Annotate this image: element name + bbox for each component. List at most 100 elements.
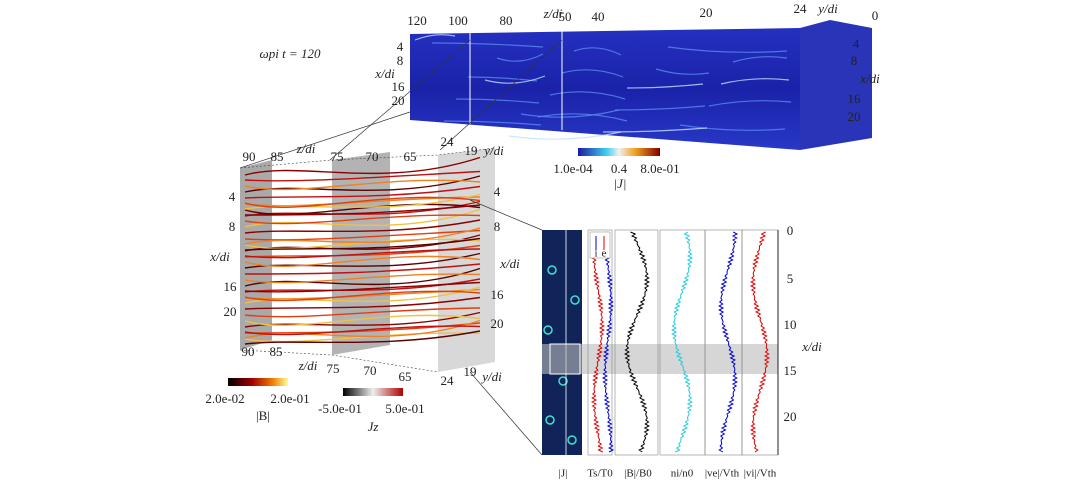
field-line bbox=[244, 332, 481, 343]
field-line bbox=[244, 290, 481, 302]
label: 4 bbox=[229, 189, 236, 204]
spot bbox=[545, 415, 555, 425]
field-line bbox=[244, 296, 481, 310]
streak bbox=[549, 91, 626, 100]
label: 8 bbox=[229, 219, 236, 234]
frame bbox=[659, 229, 706, 456]
frame bbox=[587, 229, 613, 456]
label: y/di bbox=[816, 1, 838, 16]
label: 8 bbox=[851, 53, 858, 68]
label: 5.0e-01 bbox=[385, 401, 424, 416]
label: |B| bbox=[256, 408, 270, 423]
label: e bbox=[602, 248, 607, 260]
label: 80 bbox=[500, 13, 513, 28]
box-edge bbox=[239, 147, 496, 169]
label: 2.0e-02 bbox=[205, 391, 244, 406]
streak bbox=[626, 83, 704, 89]
label: 0 bbox=[872, 8, 879, 23]
colorbar bbox=[343, 388, 403, 396]
label: 24 bbox=[441, 134, 455, 149]
label: z/di bbox=[543, 6, 563, 21]
streak bbox=[573, 47, 622, 56]
streak bbox=[561, 69, 624, 78]
spot bbox=[570, 295, 580, 305]
label: 19 bbox=[464, 364, 477, 379]
streak bbox=[602, 127, 708, 133]
label: 16 bbox=[848, 91, 862, 106]
label: x/di bbox=[801, 339, 822, 354]
connector bbox=[469, 371, 543, 456]
field-line bbox=[244, 314, 481, 326]
label: 70 bbox=[364, 363, 377, 378]
field-line bbox=[244, 248, 481, 259]
label: 85 bbox=[271, 149, 284, 164]
label: 120 bbox=[407, 13, 427, 28]
streak bbox=[667, 46, 788, 53]
spot bbox=[543, 325, 553, 335]
field-line bbox=[244, 179, 481, 191]
current-spots bbox=[543, 265, 580, 445]
current-strip bbox=[542, 230, 582, 455]
label: 90 bbox=[243, 149, 256, 164]
label: ni/n0 bbox=[671, 468, 694, 480]
label: 4 bbox=[494, 184, 501, 199]
label: 16 bbox=[392, 79, 406, 94]
colorbar bbox=[228, 378, 288, 386]
connector bbox=[439, 39, 563, 151]
legend-box bbox=[589, 231, 611, 259]
streak bbox=[655, 68, 710, 75]
label: 8.0e-01 bbox=[640, 161, 679, 176]
label: 4 bbox=[397, 39, 404, 54]
colorbar bbox=[578, 148, 660, 156]
field-line bbox=[244, 219, 481, 234]
label: 16 bbox=[491, 287, 505, 302]
streak bbox=[679, 124, 786, 131]
label: 40 bbox=[592, 9, 605, 24]
label: x/di bbox=[499, 256, 520, 271]
field-line bbox=[244, 325, 481, 336]
highlight-box bbox=[549, 343, 581, 375]
box-edge bbox=[239, 349, 439, 373]
streak bbox=[708, 100, 792, 107]
label: 2.0e-01 bbox=[270, 391, 309, 406]
label: 0.4 bbox=[611, 161, 628, 176]
streak bbox=[614, 105, 706, 111]
label: 8 bbox=[494, 219, 501, 234]
field-line bbox=[244, 255, 481, 267]
profile bbox=[590, 231, 605, 453]
label: -5.0e-01 bbox=[318, 401, 362, 416]
profile-frames bbox=[587, 229, 779, 456]
label: i bbox=[594, 248, 597, 260]
profile bbox=[749, 231, 770, 453]
label: |J| bbox=[614, 176, 627, 191]
connector bbox=[239, 111, 411, 169]
streak bbox=[520, 109, 620, 118]
label: 16 bbox=[224, 279, 238, 294]
field-line bbox=[244, 238, 481, 250]
label: 75 bbox=[331, 149, 344, 164]
frame bbox=[614, 229, 659, 456]
label: z/di bbox=[296, 141, 316, 156]
label: 24 bbox=[441, 373, 455, 388]
label: 24 bbox=[794, 1, 808, 16]
label: y/di bbox=[480, 369, 502, 384]
field-line bbox=[244, 214, 481, 225]
profile bbox=[623, 231, 651, 453]
connector bbox=[329, 39, 471, 161]
streak bbox=[484, 75, 546, 84]
field-line bbox=[244, 281, 481, 293]
connector bbox=[469, 199, 543, 231]
label: 85 bbox=[270, 344, 283, 359]
label: 90 bbox=[242, 344, 255, 359]
label: 20 bbox=[848, 109, 861, 124]
field-lines bbox=[244, 156, 481, 345]
field-line bbox=[244, 237, 481, 251]
profile bbox=[718, 231, 739, 453]
label: 65 bbox=[399, 369, 412, 384]
label: Jz bbox=[368, 419, 379, 434]
spot bbox=[558, 376, 568, 386]
simulation-box bbox=[410, 28, 800, 150]
label: 20 bbox=[784, 409, 797, 424]
label: x/di bbox=[209, 249, 230, 264]
streak bbox=[455, 98, 540, 104]
